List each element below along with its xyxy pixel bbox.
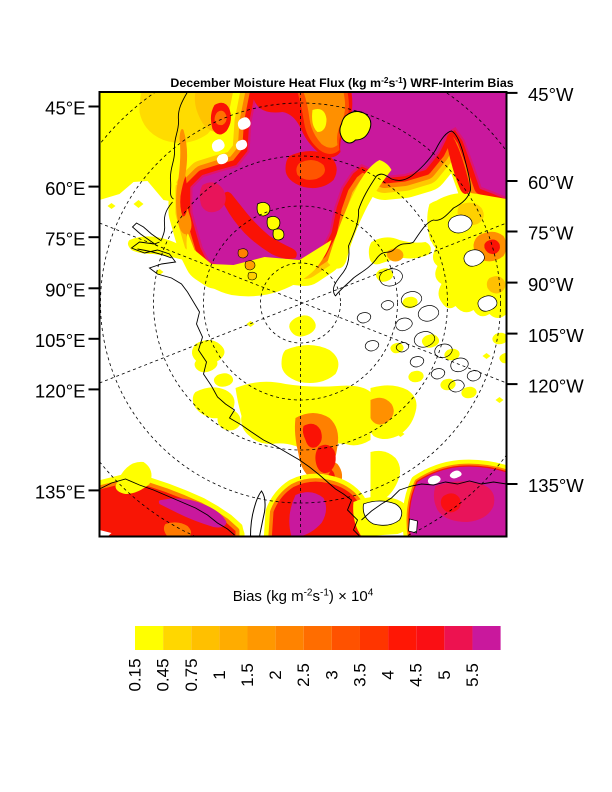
svg-text:105°W: 105°W — [528, 325, 584, 346]
svg-text:90°E: 90°E — [45, 280, 85, 301]
svg-text:4: 4 — [379, 670, 398, 679]
svg-text:105°E: 105°E — [35, 330, 86, 351]
svg-text:3: 3 — [322, 670, 341, 679]
svg-text:120°E: 120°E — [35, 381, 86, 402]
svg-text:December Moisture Heat Flux (k: December Moisture Heat Flux (kg m-2s-1) … — [170, 75, 513, 90]
svg-text:5.5: 5.5 — [463, 663, 482, 687]
svg-text:135°E: 135°E — [35, 482, 86, 503]
svg-text:3.5: 3.5 — [350, 663, 369, 687]
svg-text:5: 5 — [435, 670, 454, 679]
svg-text:1: 1 — [210, 670, 229, 679]
svg-text:2: 2 — [266, 670, 285, 679]
svg-text:120°W: 120°W — [528, 375, 584, 396]
svg-text:90°W: 90°W — [528, 274, 574, 295]
svg-text:60°E: 60°E — [45, 178, 85, 199]
svg-text:135°W: 135°W — [528, 475, 584, 496]
svg-text:75°E: 75°E — [45, 228, 85, 249]
svg-text:0.75: 0.75 — [182, 658, 201, 691]
svg-text:0.45: 0.45 — [154, 658, 173, 691]
svg-text:45°E: 45°E — [45, 98, 85, 119]
svg-text:4.5: 4.5 — [407, 663, 426, 687]
svg-text:75°W: 75°W — [528, 223, 574, 244]
svg-text:Bias (kg m-2s-1) × 104: Bias (kg m-2s-1) × 104 — [233, 588, 374, 606]
svg-text:1.5: 1.5 — [238, 663, 257, 687]
svg-text:2.5: 2.5 — [294, 663, 313, 687]
svg-text:60°W: 60°W — [528, 172, 574, 193]
svg-text:45°W: 45°W — [528, 84, 574, 105]
svg-text:0.15: 0.15 — [126, 658, 145, 691]
